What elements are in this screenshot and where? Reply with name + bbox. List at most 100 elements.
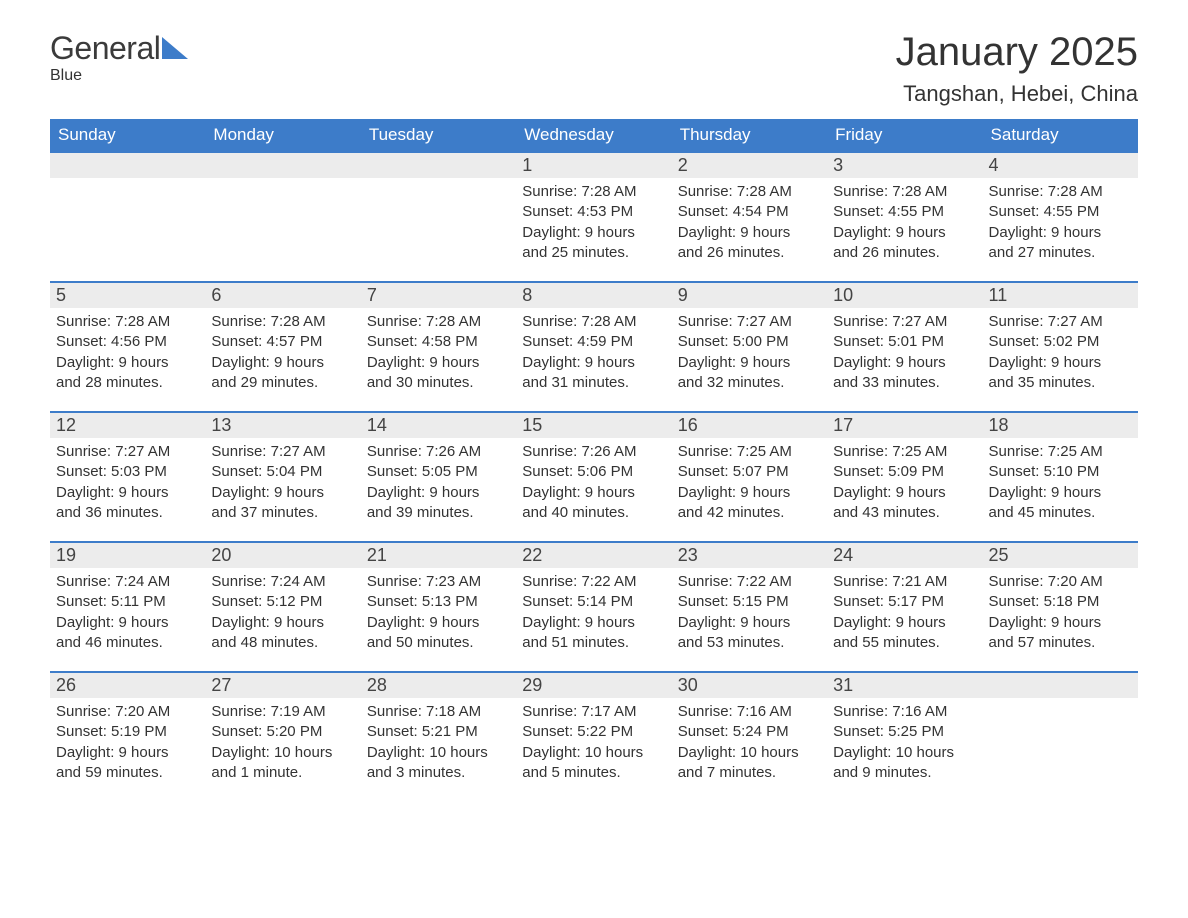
daylight-line: and 1 minute. — [211, 763, 354, 783]
daylight-line: and 39 minutes. — [367, 503, 510, 523]
sunset-line: Sunset: 5:10 PM — [989, 462, 1132, 482]
calendar-day-cell: 10Sunrise: 7:27 AMSunset: 5:01 PMDayligh… — [827, 282, 982, 412]
month-title: January 2025 — [896, 30, 1138, 75]
day-number: 3 — [827, 153, 982, 178]
calendar-week-row: 5Sunrise: 7:28 AMSunset: 4:56 PMDaylight… — [50, 282, 1138, 412]
calendar-day-cell: 13Sunrise: 7:27 AMSunset: 5:04 PMDayligh… — [205, 412, 360, 542]
sunset-line: Sunset: 5:14 PM — [522, 592, 665, 612]
daylight-line: and 59 minutes. — [56, 763, 199, 783]
sunrise-line: Sunrise: 7:17 AM — [522, 702, 665, 722]
sunrise-line: Sunrise: 7:25 AM — [989, 442, 1132, 462]
calendar-day-cell: 26Sunrise: 7:20 AMSunset: 5:19 PMDayligh… — [50, 672, 205, 801]
sunrise-line: Sunrise: 7:27 AM — [989, 312, 1132, 332]
daylight-line: Daylight: 9 hours — [522, 483, 665, 503]
daylight-line: Daylight: 9 hours — [989, 613, 1132, 633]
day-number: 11 — [983, 283, 1138, 308]
sunset-line: Sunset: 5:09 PM — [833, 462, 976, 482]
calendar-day-cell: 8Sunrise: 7:28 AMSunset: 4:59 PMDaylight… — [516, 282, 671, 412]
sunrise-line: Sunrise: 7:27 AM — [833, 312, 976, 332]
day-header: Saturday — [983, 119, 1138, 152]
daylight-line: and 43 minutes. — [833, 503, 976, 523]
daylight-line: and 5 minutes. — [522, 763, 665, 783]
day-number: 15 — [516, 413, 671, 438]
daylight-line: Daylight: 9 hours — [989, 483, 1132, 503]
day-header: Thursday — [672, 119, 827, 152]
day-number: 26 — [50, 673, 205, 698]
sunrise-line: Sunrise: 7:25 AM — [678, 442, 821, 462]
sunset-line: Sunset: 5:07 PM — [678, 462, 821, 482]
location: Tangshan, Hebei, China — [896, 81, 1138, 107]
sunrise-line: Sunrise: 7:27 AM — [211, 442, 354, 462]
day-number: 28 — [361, 673, 516, 698]
sunset-line: Sunset: 5:04 PM — [211, 462, 354, 482]
sunset-line: Sunset: 5:24 PM — [678, 722, 821, 742]
calendar-day-cell: 5Sunrise: 7:28 AMSunset: 4:56 PMDaylight… — [50, 282, 205, 412]
logo: General Blue — [50, 30, 188, 85]
daylight-line: Daylight: 9 hours — [678, 223, 821, 243]
calendar-day-cell: 18Sunrise: 7:25 AMSunset: 5:10 PMDayligh… — [983, 412, 1138, 542]
daylight-line: and 40 minutes. — [522, 503, 665, 523]
calendar-week-row: 12Sunrise: 7:27 AMSunset: 5:03 PMDayligh… — [50, 412, 1138, 542]
sunrise-line: Sunrise: 7:28 AM — [522, 182, 665, 202]
sunset-line: Sunset: 5:02 PM — [989, 332, 1132, 352]
calendar-week-row: 1Sunrise: 7:28 AMSunset: 4:53 PMDaylight… — [50, 152, 1138, 282]
sunrise-line: Sunrise: 7:19 AM — [211, 702, 354, 722]
daylight-line: Daylight: 9 hours — [833, 223, 976, 243]
calendar-day-cell: 31Sunrise: 7:16 AMSunset: 5:25 PMDayligh… — [827, 672, 982, 801]
daylight-line: and 45 minutes. — [989, 503, 1132, 523]
daylight-line: Daylight: 9 hours — [211, 613, 354, 633]
day-header: Tuesday — [361, 119, 516, 152]
header: General Blue January 2025 Tangshan, Hebe… — [50, 30, 1138, 107]
sunrise-line: Sunrise: 7:28 AM — [678, 182, 821, 202]
calendar-day-cell: 24Sunrise: 7:21 AMSunset: 5:17 PMDayligh… — [827, 542, 982, 672]
sunrise-line: Sunrise: 7:21 AM — [833, 572, 976, 592]
day-number — [205, 153, 360, 178]
daylight-line: Daylight: 9 hours — [989, 353, 1132, 373]
sunset-line: Sunset: 5:05 PM — [367, 462, 510, 482]
sunrise-line: Sunrise: 7:20 AM — [56, 702, 199, 722]
daylight-line: and 25 minutes. — [522, 243, 665, 263]
day-number: 24 — [827, 543, 982, 568]
sunset-line: Sunset: 5:13 PM — [367, 592, 510, 612]
day-number: 14 — [361, 413, 516, 438]
sunrise-line: Sunrise: 7:28 AM — [56, 312, 199, 332]
daylight-line: and 31 minutes. — [522, 373, 665, 393]
sunrise-line: Sunrise: 7:20 AM — [989, 572, 1132, 592]
sunset-line: Sunset: 5:03 PM — [56, 462, 199, 482]
calendar-day-cell — [983, 672, 1138, 801]
daylight-line: Daylight: 10 hours — [678, 743, 821, 763]
day-header-row: Sunday Monday Tuesday Wednesday Thursday… — [50, 119, 1138, 152]
daylight-line: and 26 minutes. — [833, 243, 976, 263]
daylight-line: Daylight: 10 hours — [211, 743, 354, 763]
sunset-line: Sunset: 5:18 PM — [989, 592, 1132, 612]
daylight-line: and 37 minutes. — [211, 503, 354, 523]
logo-triangle-icon — [162, 30, 188, 67]
sunset-line: Sunset: 5:00 PM — [678, 332, 821, 352]
sunrise-line: Sunrise: 7:27 AM — [678, 312, 821, 332]
calendar-day-cell: 29Sunrise: 7:17 AMSunset: 5:22 PMDayligh… — [516, 672, 671, 801]
daylight-line: Daylight: 9 hours — [211, 483, 354, 503]
daylight-line: Daylight: 9 hours — [367, 353, 510, 373]
daylight-line: Daylight: 9 hours — [56, 353, 199, 373]
calendar-day-cell: 9Sunrise: 7:27 AMSunset: 5:00 PMDaylight… — [672, 282, 827, 412]
sunrise-line: Sunrise: 7:16 AM — [833, 702, 976, 722]
sunrise-line: Sunrise: 7:28 AM — [989, 182, 1132, 202]
calendar-week-row: 26Sunrise: 7:20 AMSunset: 5:19 PMDayligh… — [50, 672, 1138, 801]
calendar-day-cell: 17Sunrise: 7:25 AMSunset: 5:09 PMDayligh… — [827, 412, 982, 542]
calendar-day-cell: 3Sunrise: 7:28 AMSunset: 4:55 PMDaylight… — [827, 152, 982, 282]
sunrise-line: Sunrise: 7:24 AM — [56, 572, 199, 592]
sunset-line: Sunset: 5:21 PM — [367, 722, 510, 742]
day-header: Friday — [827, 119, 982, 152]
daylight-line: and 3 minutes. — [367, 763, 510, 783]
calendar-day-cell: 16Sunrise: 7:25 AMSunset: 5:07 PMDayligh… — [672, 412, 827, 542]
sunrise-line: Sunrise: 7:27 AM — [56, 442, 199, 462]
logo-text-1: General — [50, 30, 160, 67]
sunset-line: Sunset: 5:06 PM — [522, 462, 665, 482]
daylight-line: and 50 minutes. — [367, 633, 510, 653]
daylight-line: and 48 minutes. — [211, 633, 354, 653]
day-number: 9 — [672, 283, 827, 308]
sunrise-line: Sunrise: 7:16 AM — [678, 702, 821, 722]
daylight-line: Daylight: 10 hours — [833, 743, 976, 763]
day-number — [50, 153, 205, 178]
sunset-line: Sunset: 4:55 PM — [989, 202, 1132, 222]
